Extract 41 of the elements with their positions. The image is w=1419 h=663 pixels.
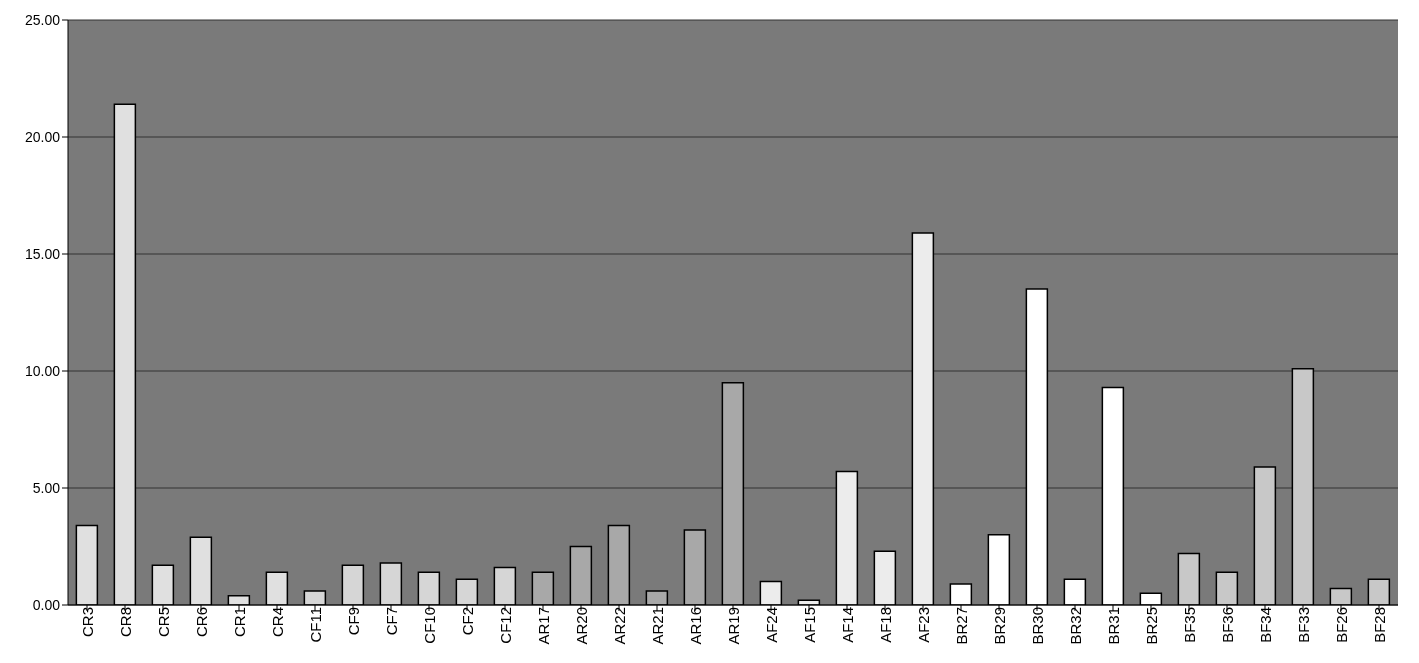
x-tick-label: BR32 <box>1066 607 1084 645</box>
x-tick-label: CR8 <box>116 607 134 638</box>
x-tick-label: BR25 <box>1142 607 1160 645</box>
x-tick-label: AR22 <box>610 607 628 645</box>
x-tick-label: BR29 <box>990 607 1008 645</box>
x-tick-label: CR5 <box>154 607 172 638</box>
x-tick-label: BF26 <box>1332 607 1350 643</box>
x-tick-label: BF36 <box>1218 607 1236 643</box>
x-tick-label: CF11 <box>306 607 324 643</box>
x-tick-label: CR6 <box>192 607 210 638</box>
x-tick-label: CF9 <box>344 607 362 636</box>
y-tick-label: 10.00 <box>24 362 61 379</box>
x-tick-label: AF24 <box>762 607 780 643</box>
x-tick-label: CF12 <box>496 607 514 644</box>
x-tick-label: CR4 <box>268 607 286 638</box>
x-tick-label: AF15 <box>800 607 818 643</box>
x-tick-label: AR17 <box>534 607 552 645</box>
x-tick-label: BF28 <box>1370 607 1388 643</box>
x-tick-label: AR19 <box>724 607 742 645</box>
x-tick-label: BF33 <box>1294 607 1312 643</box>
y-tick-label: 0.00 <box>32 596 61 613</box>
y-tick-label: 20.00 <box>24 128 61 145</box>
x-tick-label: BF34 <box>1256 607 1274 643</box>
x-tick-label: AR20 <box>572 607 590 645</box>
x-tick-label: CR1 <box>230 607 248 638</box>
y-tick-label: 25.00 <box>24 11 61 28</box>
y-tick-label: 5.00 <box>32 479 61 496</box>
x-tick-label: BR27 <box>952 607 970 645</box>
x-tick-label: AR16 <box>686 607 704 645</box>
x-tick-label: AF18 <box>876 607 894 643</box>
x-tick-label: AF23 <box>914 607 932 643</box>
x-tick-label: CF10 <box>420 607 438 644</box>
x-tick-label: CF7 <box>382 607 400 636</box>
x-tick-label: CF2 <box>458 607 476 636</box>
x-tick-label: AF14 <box>838 607 856 643</box>
x-tick-label: BR30 <box>1028 607 1046 645</box>
x-tick-label: AR21 <box>648 607 666 645</box>
x-tick-label: CR3 <box>78 607 96 638</box>
y-tick-label: 15.00 <box>24 245 61 262</box>
x-tick-label: BF35 <box>1180 607 1198 643</box>
x-tick-label: BR31 <box>1104 607 1122 645</box>
